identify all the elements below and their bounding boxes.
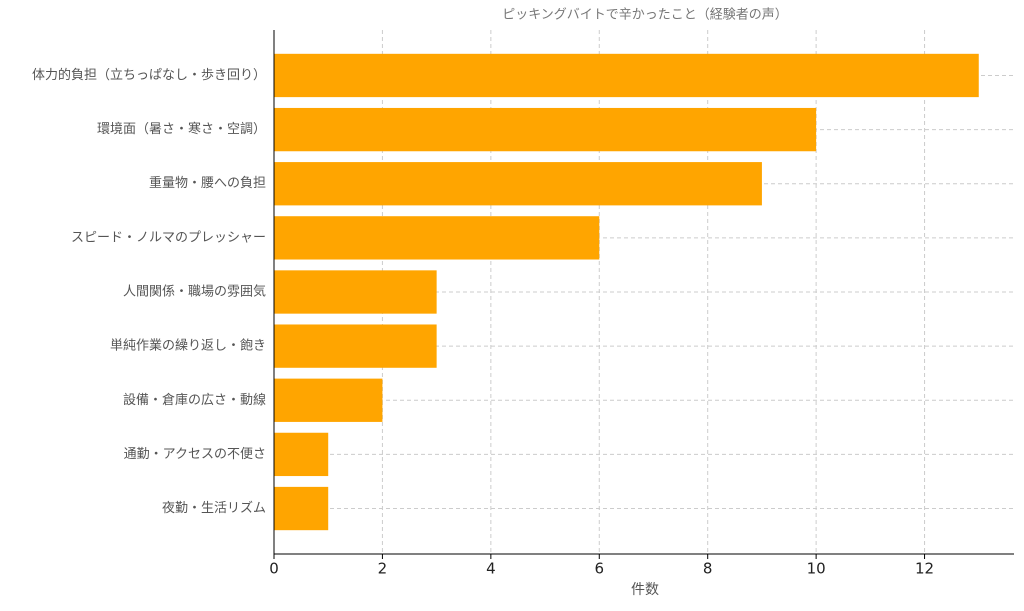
x-tick-label: 0 <box>269 560 279 578</box>
x-tick-label: 4 <box>486 560 496 578</box>
x-tick-label: 12 <box>915 560 934 578</box>
bar <box>274 162 762 206</box>
y-tick-label: 重量物・腰への負担 <box>149 175 266 191</box>
x-tick-label: 6 <box>595 560 605 578</box>
y-tick-label: 設備・倉庫の広さ・動線 <box>123 392 266 408</box>
y-tick-label: スピード・ノルマのプレッシャー <box>71 230 266 245</box>
y-tick-label: 通勤・アクセスの不便さ <box>124 447 266 462</box>
bar <box>274 270 437 314</box>
bar <box>274 324 437 368</box>
chart-title: ピッキングバイトで辛かったこと（経験者の声） <box>502 8 788 23</box>
y-tick-label: 人間関係・職場の雰囲気 <box>123 284 266 300</box>
y-tick-label: 体力的負担（立ちっぱなし・歩き回り） <box>32 67 266 83</box>
y-tick-label: 夜勤・生活リズム <box>162 500 266 516</box>
y-tick-label: 単純作業の繰り返し・飽き <box>110 338 266 354</box>
bar <box>274 378 383 422</box>
x-tick-label: 2 <box>378 560 388 578</box>
x-tick-label: 8 <box>703 560 713 578</box>
bar <box>274 53 979 98</box>
x-tick-label: 10 <box>807 560 826 578</box>
x-axis-label: 件数 <box>631 582 659 598</box>
bar <box>274 432 329 477</box>
y-tick-label: 環境面（暑さ・寒さ・空調） <box>97 121 266 137</box>
bar <box>274 216 600 260</box>
bar <box>274 486 329 531</box>
bar <box>274 107 817 152</box>
